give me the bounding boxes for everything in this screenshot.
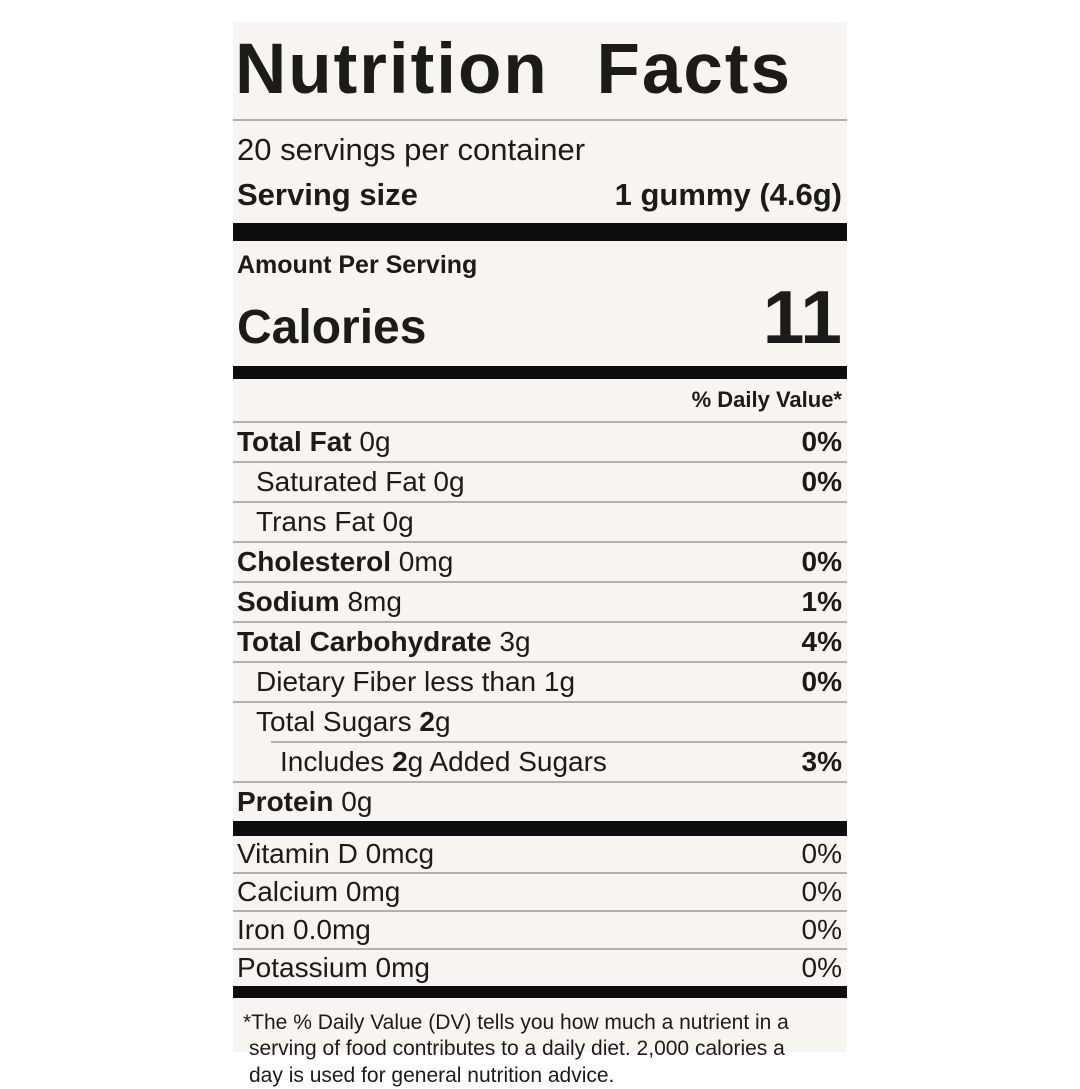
micronutrient-row: Potassium 0mg 0% xyxy=(233,947,847,986)
row-separator xyxy=(233,780,847,783)
nutrient-row: Dietary Fiber less than 1g 0% xyxy=(233,660,847,701)
thick-divider-top xyxy=(233,223,847,242)
nutrient-row: Cholesterol 0mg 0% xyxy=(233,540,847,581)
micronutrient-name: Calcium 0mg xyxy=(237,875,401,907)
daily-value: 3% xyxy=(801,745,842,777)
nutrient-name: Includes 2g Added Sugars xyxy=(280,745,607,777)
nutrient-name: Dietary Fiber less than 1g xyxy=(256,665,576,697)
row-separator xyxy=(233,580,847,583)
nutrient-name: Trans Fat 0g xyxy=(256,505,414,537)
micronutrient-rows: Vitamin D 0mcg 0% Calcium 0mg 0% Iron 0.0mg 0… xyxy=(233,836,847,986)
row-separator xyxy=(271,740,847,743)
serving-size-value: 1 gummy (4.6g) xyxy=(614,177,842,213)
nutrient-name: Total Sugars 2g xyxy=(256,705,451,737)
row-separator xyxy=(233,540,847,543)
daily-value: 0% xyxy=(801,545,842,577)
micronutrient-name: Potassium 0mg xyxy=(237,951,430,983)
calories-label: Calories xyxy=(237,301,427,355)
daily-value: 0% xyxy=(801,837,842,869)
footnote-line: *The % Daily Value (DV) tells you how mu… xyxy=(243,1010,789,1034)
amount-per-serving-label: Amount Per Serving xyxy=(237,251,478,280)
nutrient-name: Sodium 8mg xyxy=(237,585,402,617)
nutrient-name: Cholesterol 0mg xyxy=(237,545,454,577)
serving-size-label: Serving size xyxy=(237,177,418,213)
servings-per-container: 20 servings per container xyxy=(237,132,586,167)
nutrient-name: Total Carbohydrate 3g xyxy=(237,625,531,657)
title-separator xyxy=(233,119,847,121)
calories-value: 11 xyxy=(762,275,842,360)
nutrient-row: Saturated Fat 0g 0% xyxy=(233,460,847,501)
serving-size-row: Serving size 1 gummy (4.6g) xyxy=(233,168,847,223)
micronutrient-row: Calcium 0mg 0% xyxy=(233,871,847,910)
nutrient-row: Total Sugars 2g xyxy=(233,700,847,741)
calories-row: Calories 11 xyxy=(233,280,847,366)
daily-value: 0% xyxy=(801,913,842,945)
daily-value: 0% xyxy=(801,425,842,457)
nutrient-name: Protein 0g xyxy=(237,785,373,817)
row-separator xyxy=(233,620,847,623)
micronutrient-name: Vitamin D 0mcg xyxy=(237,837,435,869)
nutrient-row: Includes 2g Added Sugars 3% xyxy=(233,740,847,781)
micronutrient-row: Iron 0.0mg 0% xyxy=(233,909,847,948)
nutrient-name: Total Fat 0g xyxy=(237,425,391,457)
micronutrient-name: Iron 0.0mg xyxy=(237,913,371,945)
daily-value: 1% xyxy=(801,585,842,617)
daily-value: 0% xyxy=(801,951,842,983)
nutrient-row: Total Carbohydrate 3g 4% xyxy=(233,620,847,661)
divider-after-calories xyxy=(233,366,847,380)
label-title: Nutrition Facts xyxy=(235,30,792,109)
row-separator xyxy=(233,460,847,463)
divider-after-micronutrients xyxy=(233,985,847,998)
daily-value: 4% xyxy=(801,625,842,657)
nutrient-row: Protein 0g xyxy=(233,780,847,821)
nutrient-name: Saturated Fat 0g xyxy=(256,465,465,497)
nutrient-row: Trans Fat 0g xyxy=(233,500,847,541)
daily-value: 0% xyxy=(801,875,842,907)
micronutrient-row: Vitamin D 0mcg 0% xyxy=(233,836,847,872)
daily-value: 0% xyxy=(801,465,842,497)
row-separator xyxy=(233,871,847,874)
divider-after-protein xyxy=(233,820,847,836)
nutrient-row: Total Fat 0g 0% xyxy=(233,420,847,461)
row-separator xyxy=(233,700,847,703)
row-separator xyxy=(233,420,847,423)
nutrient-rows: Total Fat 0g 0% Saturated Fat 0g 0% Trans Fa… xyxy=(233,420,847,821)
row-separator xyxy=(233,947,847,950)
nutrient-row: Sodium 8mg 1% xyxy=(233,580,847,621)
row-separator xyxy=(233,909,847,912)
nutrition-facts-label: Nutrition Facts 20 servings per containe… xyxy=(233,22,847,1087)
row-separator xyxy=(233,500,847,503)
daily-value: 0% xyxy=(801,665,842,697)
daily-value-footnote: *The % Daily Value (DV) tells you how mu… xyxy=(233,998,847,1089)
row-separator xyxy=(233,660,847,663)
footnote-line: serving of food contributes to a daily d… xyxy=(249,1037,785,1061)
daily-value-header: % Daily Value* xyxy=(691,387,842,413)
footnote-line: day is used for general nutrition advice… xyxy=(249,1063,615,1087)
